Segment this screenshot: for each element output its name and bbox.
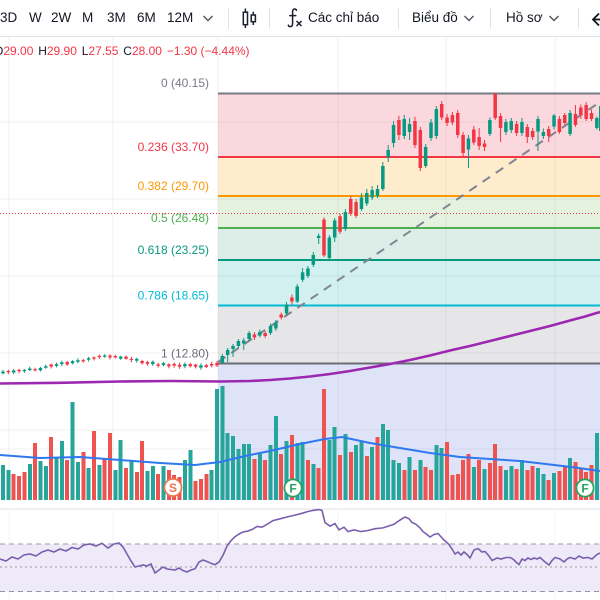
svg-text:F: F — [581, 481, 588, 495]
svg-text:0.5 (26.48): 0.5 (26.48) — [151, 211, 209, 225]
svg-text:0.786 (18.65): 0.786 (18.65) — [138, 289, 209, 303]
svg-text:0.382 (29.70): 0.382 (29.70) — [138, 179, 209, 193]
svg-text:S: S — [169, 481, 177, 495]
svg-text:0.618 (23.25): 0.618 (23.25) — [138, 243, 209, 257]
svg-text:F: F — [289, 481, 296, 495]
svg-text:1 (12.80): 1 (12.80) — [161, 346, 209, 360]
svg-text:0.236 (33.70): 0.236 (33.70) — [138, 140, 209, 154]
svg-text:0 (40.15): 0 (40.15) — [161, 76, 209, 90]
